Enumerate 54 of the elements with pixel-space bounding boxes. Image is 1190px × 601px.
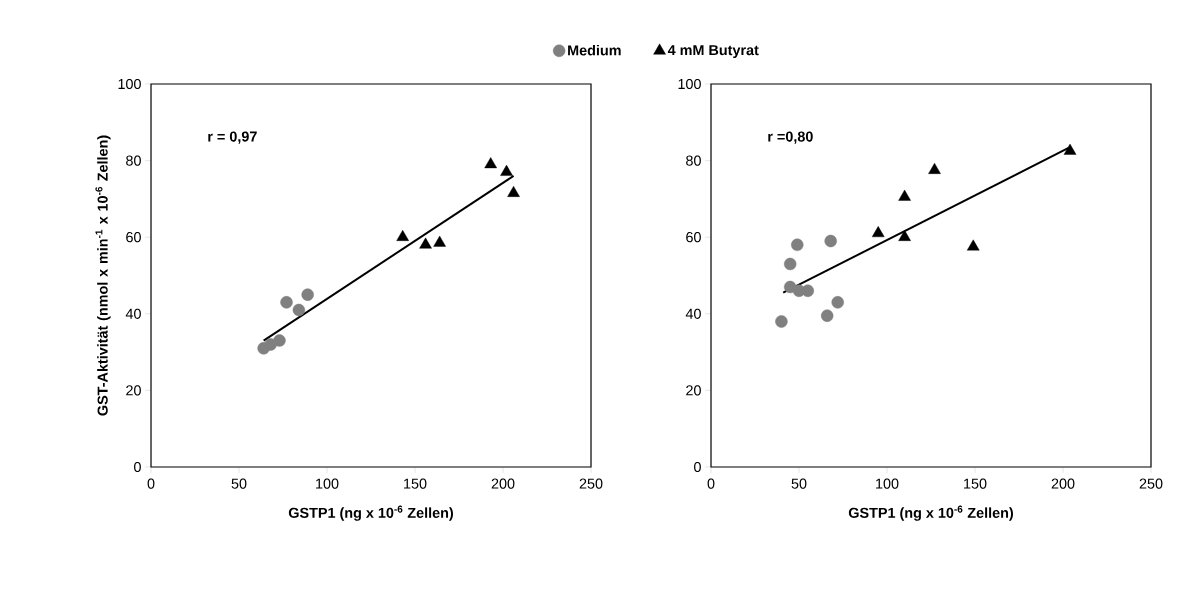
point: [1063, 143, 1077, 155]
point: [801, 284, 815, 298]
x-axis-title: GSTP1 (ng x 10$^{-6}$ Zellen): [848, 505, 1014, 521]
point: [871, 226, 885, 238]
legend-label: 4 mM Butyrat: [667, 45, 759, 59]
x-tick-label: 0: [147, 478, 155, 489]
annotation: r = 0,97: [208, 131, 257, 144]
point: [273, 334, 286, 347]
y-axis-title: GST-Aktivität (nmol x min$^{-1}$ x 10$^{-6}$ Zellen): [95, 135, 111, 416]
point: [898, 229, 911, 241]
point: [484, 157, 497, 169]
point: [419, 237, 432, 249]
point: [292, 303, 306, 317]
point: [433, 235, 446, 247]
point: [507, 185, 520, 197]
x-tick-label: 200: [491, 478, 515, 489]
point: [500, 164, 513, 176]
x-tick-label: 250: [1139, 478, 1163, 489]
point: [396, 229, 409, 241]
x-axis-title: GSTP1 (ng x 10$^{-6}$ Zellen): [288, 505, 454, 521]
y-tick-label: 80: [126, 155, 141, 166]
point: [784, 257, 797, 271]
annotation: r =0,80: [768, 131, 813, 144]
x-tick-label: 150: [404, 478, 427, 489]
point: [791, 238, 804, 252]
y-tick-label: 0: [694, 461, 701, 473]
y-tick-label: 40: [685, 308, 701, 319]
x-tick-label: 200: [1051, 478, 1075, 489]
y-tick-label: 0: [134, 461, 141, 473]
x-tick-label: 50: [231, 478, 247, 489]
x-tick-label: 50: [791, 478, 807, 489]
y-tick-label: 60: [126, 232, 141, 243]
x-tick-label: 100: [316, 478, 339, 489]
point: [280, 296, 293, 309]
point: [301, 288, 314, 301]
x-tick-label: 150: [964, 478, 987, 489]
point: [928, 162, 941, 174]
point: [824, 234, 837, 248]
x-tick-label: 0: [707, 478, 715, 489]
point: [831, 296, 844, 309]
y-tick-label: 20: [126, 385, 141, 396]
point: [966, 239, 980, 251]
x-tick-label: 100: [876, 478, 899, 489]
y-tick-label: 40: [125, 308, 141, 319]
y-tick-label: 100: [678, 78, 701, 90]
legend-label: Medium: [568, 44, 621, 56]
point: [898, 189, 911, 201]
y-tick-label: 20: [686, 385, 701, 396]
point: [820, 309, 834, 322]
y-tick-label: 100: [118, 78, 141, 90]
x-tick-label: 250: [579, 478, 603, 489]
point: [775, 315, 788, 328]
y-tick-label: 60: [686, 232, 701, 243]
y-tick-label: 80: [686, 155, 701, 166]
